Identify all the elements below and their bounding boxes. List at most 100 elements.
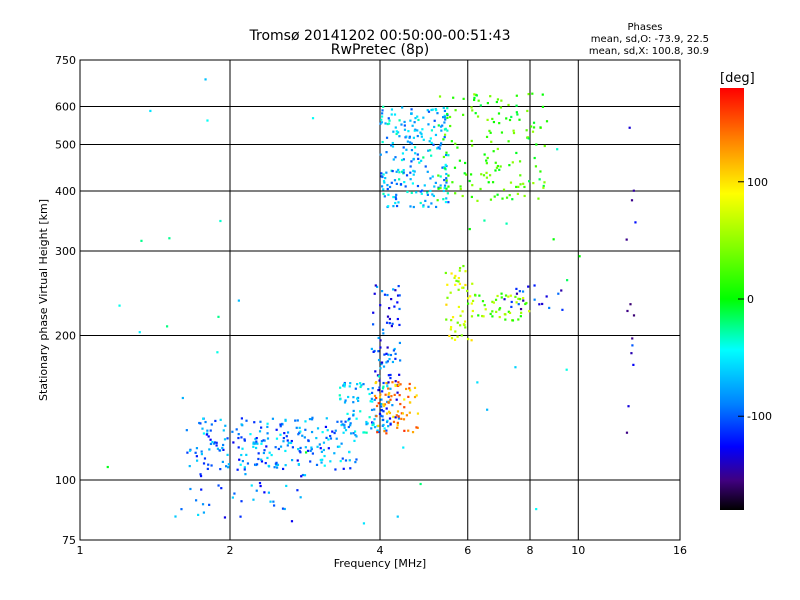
data-point [456,335,459,338]
data-point [333,431,336,435]
data-point [378,396,382,399]
colorbar-tick-label: 100 [747,176,768,189]
data-point [380,402,383,406]
data-point [380,405,383,408]
data-point [446,129,449,132]
data-point [454,142,457,145]
data-point [460,334,463,337]
data-point [445,197,448,200]
data-point [412,169,415,173]
data-point [231,496,234,499]
data-point [476,115,480,118]
data-point [385,171,388,174]
data-point [393,305,396,308]
data-point [380,361,384,364]
data-point [471,309,474,313]
data-point [458,282,462,286]
data-point [388,392,391,395]
data-point [319,458,322,462]
data-point [279,423,282,426]
data-point [370,427,373,430]
data-point [444,127,447,130]
data-point [165,325,169,328]
data-point [309,449,312,452]
data-point [290,459,294,462]
y-tick-label: 600 [55,101,76,114]
data-point [446,112,449,116]
data-point [320,450,323,453]
data-point [354,387,357,390]
data-point [631,344,634,347]
data-point [470,315,474,318]
data-point [412,205,415,209]
data-point [445,318,448,321]
data-point [566,279,569,282]
data-point [393,393,396,396]
data-point [202,417,205,420]
data-point [265,445,268,448]
data-point [253,421,256,424]
data-point [213,441,217,444]
data-point [519,174,522,177]
data-point [417,118,420,122]
colorbar-tick-label: 0 [747,293,754,306]
data-point [632,363,635,366]
data-point [403,406,406,409]
data-point [416,115,419,118]
data-point [323,454,326,458]
data-point [440,129,443,132]
data-point [379,304,382,307]
data-point [498,315,501,319]
data-point [376,431,379,434]
data-point [338,394,341,397]
data-point [416,153,419,156]
data-point [426,109,429,112]
data-point [304,446,307,449]
data-point [219,219,222,223]
data-point [495,166,499,169]
data-point [395,182,398,186]
data-point [381,140,384,144]
data-point [245,419,248,422]
y-tick-label: 750 [55,54,76,67]
data-point [445,164,448,168]
data-point [413,129,416,132]
data-point [429,177,432,180]
data-point [445,303,448,306]
data-point [388,119,391,122]
data-point [489,174,492,177]
data-point [391,141,394,145]
data-point [526,109,529,113]
data-point [500,296,503,299]
data-point [476,199,479,202]
data-point [443,133,447,136]
data-point [283,507,286,511]
data-point [412,173,415,176]
data-point [405,414,409,417]
data-point [387,387,390,390]
data-point [445,179,448,182]
data-point [518,118,521,121]
data-point [409,205,412,208]
data-point [266,456,269,460]
data-point [477,99,480,102]
data-point [243,438,246,441]
data-point [454,274,457,278]
data-point [443,135,446,139]
data-point [485,162,488,165]
data-point [200,453,203,456]
data-point [375,404,379,408]
data-point [545,120,549,123]
data-point [388,411,392,415]
data-point [461,286,464,289]
data-point [416,426,419,429]
data-point [375,396,378,400]
data-point [395,130,398,133]
data-point [378,386,381,389]
data-point [496,164,500,168]
data-point [382,332,385,335]
data-point [371,421,374,424]
data-point [407,429,410,432]
data-point [521,290,525,293]
data-point [486,101,489,105]
